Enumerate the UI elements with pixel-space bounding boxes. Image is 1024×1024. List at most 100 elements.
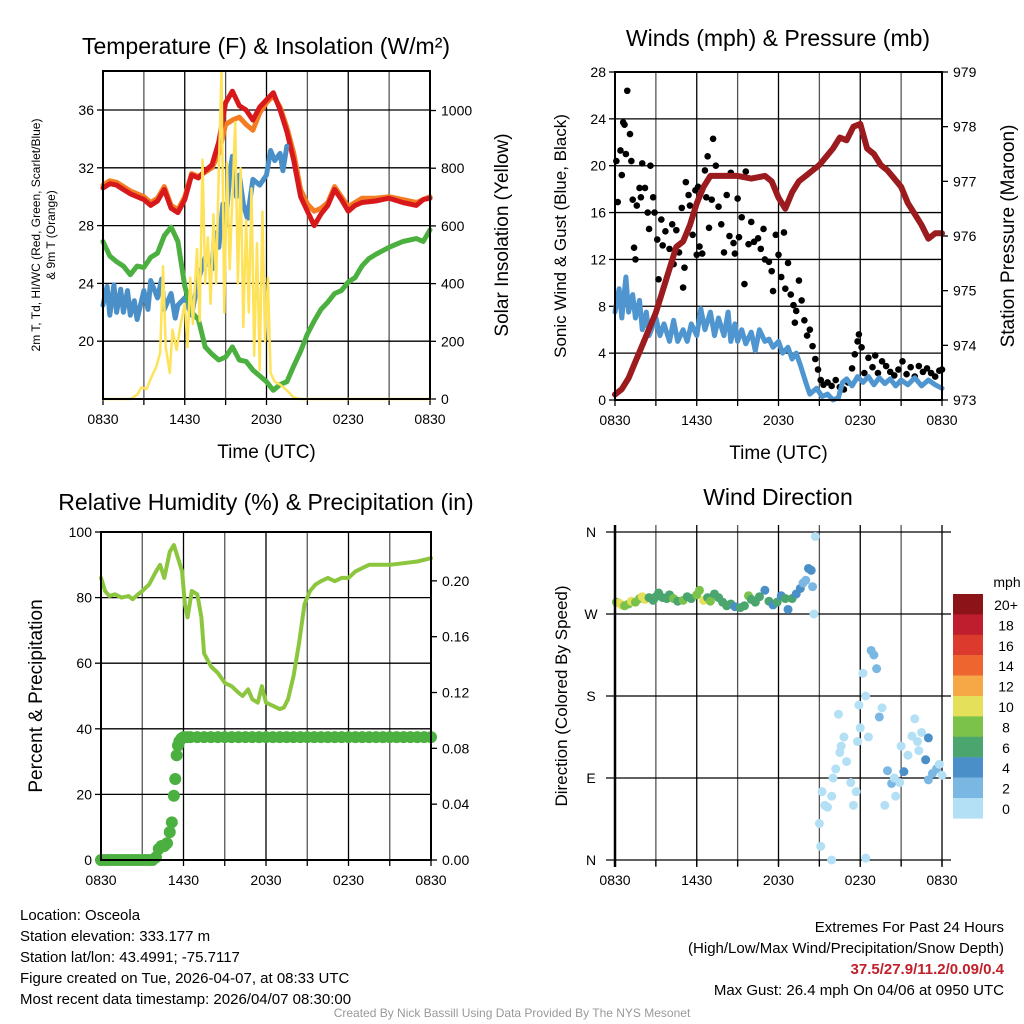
legend-label: 18: [998, 617, 1014, 633]
x-tick-label: 0830: [87, 411, 118, 427]
gust-point: [811, 355, 819, 363]
wind-direction-point: [874, 712, 884, 722]
legend-swatch: [953, 757, 983, 778]
legend-title: mph: [993, 574, 1020, 590]
y-tick-label: 8: [598, 298, 606, 314]
y2-axis-label: Solar Insolation (Yellow): [492, 133, 513, 336]
speed-legend: mph 20+ 18 16 14 12 10 8 6 4 2 0: [953, 574, 1021, 819]
y-tick-label: 60: [76, 655, 92, 671]
wind-direction-point: [739, 601, 749, 611]
gust-point: [871, 352, 879, 359]
y-tick-label: 0: [598, 392, 606, 408]
gust-point: [709, 135, 717, 143]
wind-direction-point: [934, 759, 944, 769]
latlon-text: Station lat/lon: 43.4991; -75.7117: [20, 949, 240, 966]
gust-point: [689, 231, 696, 239]
y-tick-label: 100: [69, 524, 93, 540]
gust-point: [649, 194, 657, 201]
gust-point: [702, 194, 710, 201]
gust-point: [723, 191, 731, 199]
gust-point: [855, 331, 863, 338]
plot-frame: [614, 71, 943, 401]
legend-swatch: [953, 614, 983, 635]
gust-point: [651, 209, 658, 216]
gust-point: [832, 376, 840, 384]
created-text: Figure created on Tue, 2026-04-07, at 08…: [20, 970, 350, 987]
legend-swatch: [953, 716, 983, 737]
y2-tick-label: 976: [953, 228, 977, 244]
wind-direction-point: [823, 802, 833, 812]
precip-point: [165, 816, 178, 829]
wind-direction-point: [907, 731, 917, 741]
legend-label: 14: [998, 658, 1014, 674]
gust-point: [659, 242, 666, 249]
wind-direction-point: [831, 764, 841, 774]
y2-tick-label: 0.12: [442, 685, 469, 701]
x-axis-label: Time (UTC): [729, 443, 828, 464]
wind-direction-point: [861, 853, 871, 863]
wind-direction-point: [854, 700, 864, 710]
gust-point: [854, 338, 861, 345]
legend-swatch: [953, 777, 983, 799]
x-tick-label: 1430: [681, 412, 712, 428]
gust-point: [801, 317, 808, 324]
station-info: Location: Osceola Station elevation: 333…: [20, 905, 351, 1010]
extremes-values: 37.5/27.9/11.2/0.09/0.4: [850, 961, 1004, 978]
y-tick-label: 12: [590, 251, 606, 267]
wind-direction-point: [772, 597, 782, 607]
wind-direction-point: [754, 592, 764, 602]
wind-direction-point: [899, 767, 909, 777]
legend-swatch: [953, 736, 983, 758]
y-tick-label: 28: [78, 218, 94, 234]
gust-point: [869, 363, 876, 371]
max-gust-text: Max Gust: 26.4 mph On 04/06 at 0950 UTC: [713, 982, 1004, 999]
wind-direction-point: [816, 841, 826, 851]
y2-tick-label: 0.20: [442, 573, 469, 589]
gust-point: [848, 365, 856, 372]
wind-direction-point: [851, 787, 861, 797]
series-line-station-pressure: [612, 120, 945, 398]
wind-direction-point: [809, 609, 819, 619]
gust-point: [772, 231, 780, 239]
gust-point: [668, 220, 676, 228]
precip-point: [163, 826, 176, 839]
gust-point: [891, 372, 898, 379]
gust-point: [923, 365, 931, 372]
legend-label: 12: [998, 679, 1014, 695]
gust-point: [907, 363, 914, 371]
y2-tick-label: 400: [441, 276, 465, 292]
extremes-info: Extremes For Past 24 Hours (High/Low/Max…: [688, 917, 1004, 1001]
credit-text: Created By Nick Bassill Using Data Provi…: [333, 1006, 691, 1020]
series-line-sonic-wind: [612, 274, 945, 403]
gust-point: [726, 232, 733, 240]
gust-point: [644, 209, 651, 216]
gust-point: [809, 342, 816, 350]
gust-point: [614, 198, 622, 206]
extremes-subtitle: (High/Low/Max Wind/Precipitation/Snow De…: [688, 940, 1004, 957]
y2-tick-label: 0.04: [442, 796, 469, 812]
gust-point: [617, 147, 624, 154]
gust-point: [622, 150, 630, 158]
y-axis-label: & 9m T (Orange): [44, 190, 58, 280]
wind-direction-point: [912, 737, 922, 747]
gust-point: [701, 167, 709, 174]
wind-direction-point: [814, 819, 824, 829]
wind-direction-point: [783, 604, 793, 614]
gust-point: [641, 184, 649, 192]
y-tick-label: 32: [78, 160, 94, 176]
legend-label: 20+: [994, 597, 1018, 613]
x-tick-label: 0830: [926, 412, 957, 428]
y-tick-label: 20: [590, 158, 606, 174]
x-tick-label: 0230: [333, 411, 364, 427]
gust-point: [658, 216, 665, 223]
gust-point: [717, 220, 725, 228]
wind-direction-point: [921, 755, 931, 765]
wind-direction-point: [863, 732, 873, 742]
x-tick-label: 0830: [85, 872, 116, 888]
legend-label: 2: [1002, 781, 1010, 797]
gust-point: [780, 229, 788, 236]
wind-direction-point: [903, 750, 913, 760]
wind-direction-point: [806, 565, 816, 575]
x-tick-label: 2030: [250, 872, 281, 888]
